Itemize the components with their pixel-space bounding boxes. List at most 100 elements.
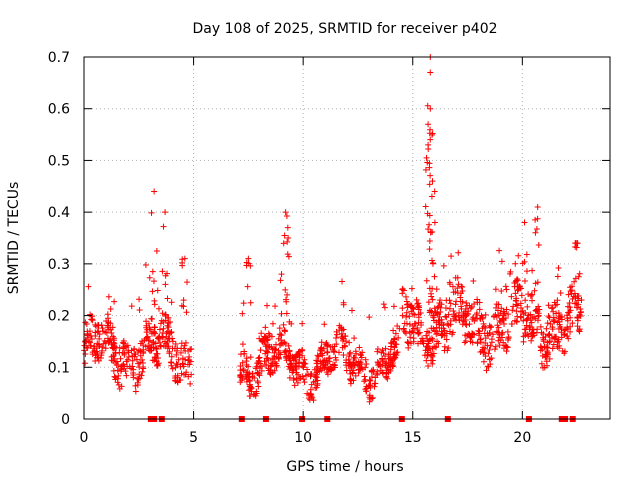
data-point (168, 362, 175, 369)
data-point (409, 328, 416, 335)
data-point (157, 343, 164, 350)
data-point (343, 359, 350, 366)
data-point (543, 353, 550, 360)
data-point (540, 364, 547, 371)
data-point (256, 372, 263, 379)
data-point (296, 348, 303, 355)
data-point (105, 339, 112, 346)
data-point (427, 136, 434, 143)
data-point (545, 313, 552, 320)
data-point (110, 367, 117, 374)
data-point (426, 309, 433, 316)
data-point (438, 316, 445, 323)
data-point (277, 341, 284, 348)
y-tick-label: 0.4 (48, 205, 70, 221)
data-point (288, 320, 295, 327)
data-point (495, 312, 502, 319)
data-point (522, 297, 529, 304)
x-tick-label: 5 (189, 430, 198, 446)
data-point (569, 320, 576, 327)
data-point (544, 344, 551, 351)
data-point (179, 259, 186, 266)
data-point (428, 193, 435, 200)
data-point (390, 362, 397, 369)
data-point (338, 330, 345, 337)
data-point (576, 326, 583, 333)
data-point (181, 255, 188, 262)
data-point (533, 329, 540, 336)
data-point (503, 306, 510, 313)
data-point (167, 329, 174, 336)
data-point (268, 343, 275, 350)
data-point (323, 369, 330, 376)
data-point (124, 342, 131, 349)
data-point (537, 343, 544, 350)
data-point (84, 332, 91, 339)
data-point (243, 362, 250, 369)
data-point (482, 335, 489, 342)
data-point (261, 358, 268, 365)
data-point (407, 340, 414, 347)
data-point (246, 393, 253, 400)
data-point (542, 333, 549, 340)
data-point (379, 369, 386, 376)
data-point (180, 297, 187, 304)
data-point (155, 334, 162, 341)
data-point (417, 309, 424, 316)
data-point (318, 345, 325, 352)
data-point (462, 332, 469, 339)
data-point (347, 370, 354, 377)
data-point (259, 337, 266, 344)
data-point (136, 364, 143, 371)
data-point (576, 270, 583, 277)
data-point (394, 349, 401, 356)
data-point (252, 365, 259, 372)
data-point (157, 342, 164, 349)
data-point (357, 359, 364, 366)
data-point (426, 181, 433, 188)
data-point (324, 349, 331, 356)
data-point (117, 355, 124, 362)
data-point (289, 369, 296, 376)
data-point (307, 391, 314, 398)
data-point (347, 360, 354, 367)
data-point (164, 344, 171, 351)
data-point (429, 178, 436, 185)
data-point (114, 367, 121, 374)
data-point (436, 321, 443, 328)
data-point (546, 339, 553, 346)
y-axis-label: SRMTID / TECUs (6, 182, 22, 295)
data-point (476, 299, 483, 306)
data-point (180, 363, 187, 370)
data-point (316, 368, 323, 375)
data-point (535, 241, 542, 248)
data-point (401, 328, 408, 335)
data-point (361, 373, 368, 380)
data-point (291, 382, 298, 389)
data-point (153, 346, 160, 353)
data-point (243, 355, 250, 362)
data-point (539, 334, 546, 341)
data-point (469, 330, 476, 337)
data-point (368, 367, 375, 374)
data-point (514, 275, 521, 282)
data-point (385, 355, 392, 362)
data-point (146, 337, 153, 344)
data-point (446, 297, 453, 304)
data-point (474, 296, 481, 303)
data-point (120, 339, 127, 346)
data-point (542, 354, 549, 361)
data-point (407, 334, 414, 341)
data-point (505, 333, 512, 340)
data-point (96, 335, 103, 342)
data-point (239, 341, 246, 348)
data-point (524, 303, 531, 310)
data-point (522, 326, 529, 333)
data-point (129, 357, 136, 364)
data-point (551, 318, 558, 325)
data-point (482, 311, 489, 318)
data-point (357, 351, 364, 358)
data-point (275, 335, 282, 342)
data-point (559, 347, 566, 354)
data-point (275, 347, 282, 354)
